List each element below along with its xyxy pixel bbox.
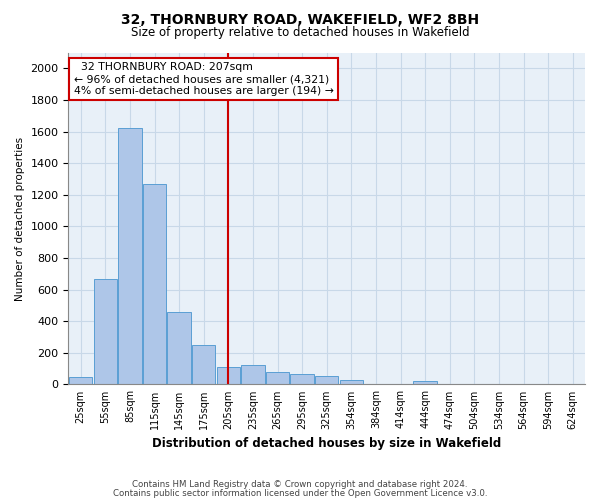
Text: 32, THORNBURY ROAD, WAKEFIELD, WF2 8BH: 32, THORNBURY ROAD, WAKEFIELD, WF2 8BH [121,12,479,26]
Bar [241,366,265,384]
Text: Size of property relative to detached houses in Wakefield: Size of property relative to detached ho… [131,26,469,39]
Bar [192,345,215,385]
Bar [118,128,142,384]
Bar [315,376,338,384]
Bar [143,184,166,384]
Bar [266,372,289,384]
Bar [290,374,314,384]
Text: Contains public sector information licensed under the Open Government Licence v3: Contains public sector information licen… [113,489,487,498]
Bar [94,278,117,384]
Bar [217,367,240,384]
X-axis label: Distribution of detached houses by size in Wakefield: Distribution of detached houses by size … [152,437,502,450]
Bar [413,382,437,384]
Bar [167,312,191,384]
Text: 32 THORNBURY ROAD: 207sqm
← 96% of detached houses are smaller (4,321)
4% of sem: 32 THORNBURY ROAD: 207sqm ← 96% of detac… [74,62,334,96]
Y-axis label: Number of detached properties: Number of detached properties [15,136,25,300]
Bar [340,380,363,384]
Text: Contains HM Land Registry data © Crown copyright and database right 2024.: Contains HM Land Registry data © Crown c… [132,480,468,489]
Bar [69,376,92,384]
